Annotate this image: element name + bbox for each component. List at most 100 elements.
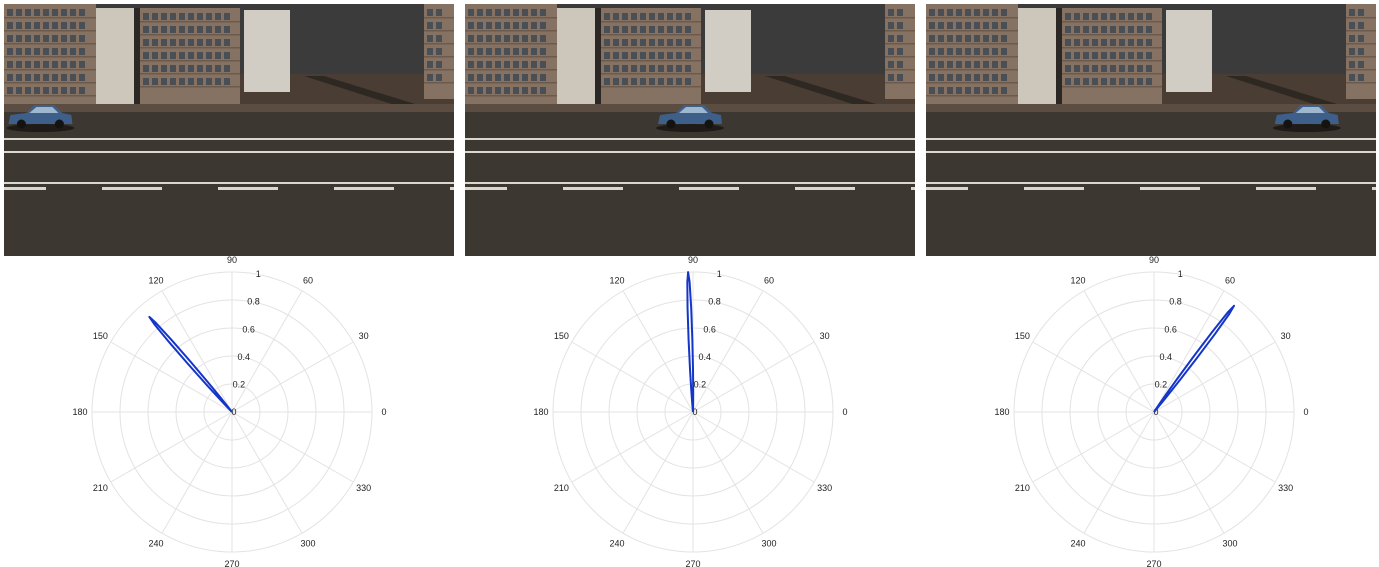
angular-grid-line: [110, 411, 233, 483]
lane-line-top: [4, 138, 454, 140]
angle-tick-label: 150: [554, 331, 569, 341]
building-right: [885, 4, 915, 99]
dashed-lane-mark: [218, 187, 278, 190]
radial-tick-label: 0.4: [237, 352, 250, 362]
dashed-lane-mark: [1256, 187, 1316, 190]
polar-chart-2: 0 30 60 90 120 150 180 210 240 270 300 330 0 0.2 0.4 0.…: [533, 256, 847, 567]
radial-tick-label: 0.4: [1159, 352, 1172, 362]
angle-tick-label: 30: [1281, 331, 1291, 341]
dashed-lane-mark: [795, 187, 855, 190]
angle-tick-label: 90: [688, 256, 698, 265]
angular-grid-line: [1153, 411, 1276, 483]
angle-tick-label: 270: [1146, 559, 1161, 567]
dashed-lane-mark: [465, 187, 507, 190]
angular-grid-line: [231, 411, 303, 534]
angle-tick-label: 180: [72, 407, 87, 417]
angle-tick-label: 0: [1303, 407, 1308, 417]
lane-line-top: [465, 138, 915, 140]
angular-grid-line: [692, 341, 815, 413]
radial-tick-label: 1: [256, 269, 261, 279]
dashed-lane-mark: [450, 187, 454, 190]
lane-line-low: [465, 182, 915, 184]
angular-grid-line: [1032, 341, 1155, 413]
tower-1: [96, 8, 136, 104]
radial-tick-label: 0.6: [1164, 324, 1177, 334]
angle-tick-label: 180: [533, 407, 548, 417]
street-scene-3: [926, 4, 1376, 256]
angular-grid-line: [1153, 341, 1276, 413]
building-middle: [140, 8, 240, 104]
dashed-lane-mark: [679, 187, 739, 190]
angle-tick-label: 150: [93, 331, 108, 341]
response-curve: [148, 315, 233, 413]
dashed-lane-mark: [1140, 187, 1200, 190]
lane-line-top: [926, 138, 1376, 140]
lane-line-mid: [926, 151, 1376, 153]
radial-tick-label: 0.8: [247, 297, 260, 307]
lane-line-mid: [4, 151, 454, 153]
angular-grid-line: [692, 290, 764, 413]
angle-tick-label: 270: [685, 559, 700, 567]
tower-1: [1018, 8, 1058, 104]
lane-line-mid: [465, 151, 915, 153]
dashed-lane-mark: [911, 187, 915, 190]
angle-tick-label: 120: [148, 275, 163, 285]
angular-grid-line: [1032, 411, 1155, 483]
angle-tick-label: 240: [609, 539, 624, 549]
building-middle: [601, 8, 701, 104]
polar-grid: [552, 271, 834, 553]
tower-2: [1166, 10, 1212, 92]
street-scene-1: [4, 4, 454, 256]
radial-tick-label: 0.8: [1169, 297, 1182, 307]
angle-tick-label: 330: [1278, 483, 1293, 493]
angle-tick-label: 120: [1070, 275, 1085, 285]
angle-tick-label: 90: [1149, 256, 1159, 265]
radial-tick-label: 0.2: [694, 379, 707, 389]
radial-tick-label: 0.4: [698, 352, 711, 362]
angular-grid-line: [231, 411, 354, 483]
angular-grid-line: [161, 411, 233, 534]
angle-tick-label: 210: [554, 483, 569, 493]
building-right: [1346, 4, 1376, 99]
angular-grid-line: [231, 341, 354, 413]
angle-tick-label: 330: [356, 483, 371, 493]
tower-2: [705, 10, 751, 92]
angle-tick-label: 30: [820, 331, 830, 341]
polar-grid: [91, 271, 373, 553]
polar-grid: [1013, 271, 1295, 553]
panel-2: 0 30 60 90 120 150 180 210 240 270 300 330 0 0.2 0.4 0.…: [465, 0, 915, 567]
building-left: [926, 4, 1018, 104]
angle-tick-label: 300: [1222, 539, 1237, 549]
polar-chart-3: 0 30 60 90 120 150 180 210 240 270 300 330 0 0.2 0.4 0.…: [994, 256, 1308, 567]
radial-tick-label: 0.6: [703, 324, 716, 334]
angle-tick-label: 120: [609, 275, 624, 285]
angular-grid-line: [692, 411, 815, 483]
angle-tick-label: 60: [1225, 275, 1235, 285]
angle-tick-label: 210: [93, 483, 108, 493]
radial-tick-label: 0.2: [1155, 379, 1168, 389]
angular-grid-line: [571, 411, 694, 483]
angular-grid-line: [231, 290, 303, 413]
dashed-lane-mark: [102, 187, 162, 190]
building-middle: [1062, 8, 1162, 104]
angular-grid-line: [1153, 290, 1225, 413]
car-side-icon: [1272, 105, 1341, 132]
angular-grid-line: [622, 290, 694, 413]
angular-grid-line: [110, 341, 233, 413]
polar-chart-1: 0 30 60 90 120 150 180 210 240 270 300 330 0 0.2 0.4 0.…: [72, 256, 386, 567]
dashed-lane-mark: [563, 187, 623, 190]
tower-2: [244, 10, 290, 92]
angular-grid-line: [692, 411, 764, 534]
angular-grid-line: [1083, 290, 1155, 413]
building-right: [424, 4, 454, 99]
angle-tick-label: 90: [227, 256, 237, 265]
angle-tick-label: 330: [817, 483, 832, 493]
angle-tick-label: 60: [764, 275, 774, 285]
radial-tick-label: 0: [231, 407, 236, 417]
angle-tick-label: 270: [224, 559, 239, 567]
angle-tick-label: 0: [381, 407, 386, 417]
angular-grid-line: [1083, 411, 1155, 534]
angular-grid-line: [1153, 411, 1225, 534]
street-scene-2: [465, 4, 915, 256]
tower-1-shadow: [134, 8, 140, 104]
